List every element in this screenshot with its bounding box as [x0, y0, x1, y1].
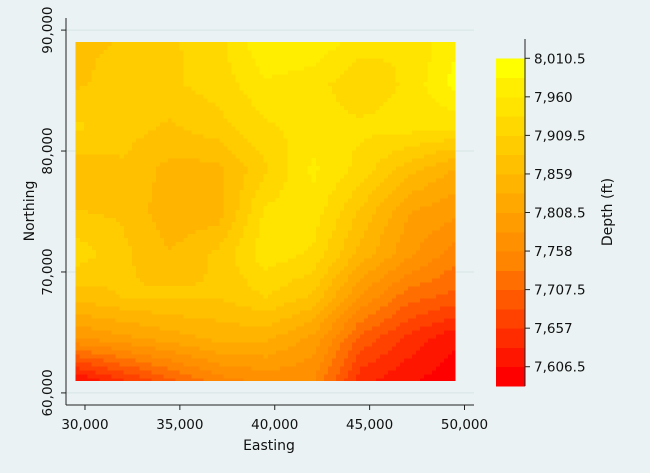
colorbar-tick-label: 7,808.5: [534, 206, 586, 222]
y-tick-label: 70,000: [40, 248, 56, 295]
contour-band-10: [75, 170, 456, 359]
contour-band-17: [447, 62, 456, 91]
colorbar-swatch: [496, 116, 525, 136]
contour-band-15: [227, 42, 456, 271]
contour-band-14: [75, 42, 456, 299]
colorbar-title: Depth (ft): [600, 178, 616, 246]
contour-band-6: [75, 266, 456, 382]
colorbar-tick-label: 7,606.5: [534, 360, 586, 376]
colorbar-swatch: [496, 135, 525, 156]
x-tick-label: 45,000: [346, 417, 393, 433]
contour-band-16: [247, 42, 456, 183]
contour-band-13: [75, 42, 456, 311]
colorbar-tick-label: 7,707.5: [534, 283, 586, 299]
colorbar-swatch: [496, 212, 525, 233]
contour-band-4: [75, 306, 456, 382]
contour-band-5: [75, 290, 456, 382]
x-axis-ticks: 30,000 35,000 40,000 45,000 50,000: [61, 405, 488, 433]
colorbar-swatch: [496, 308, 525, 329]
colorbar: [496, 39, 526, 387]
colorbar-swatch: [496, 328, 525, 348]
contour-band-1: [419, 350, 456, 382]
colorbar-tick-label: 7,960: [534, 90, 573, 106]
colorbar-swatch: [496, 77, 525, 98]
colorbar-ticks: 7,606.5 7,657 7,707.5 7,758 7,808.5 7,859 7,90…: [525, 51, 586, 376]
colorbar-swatch: [496, 193, 525, 213]
colorbar-swatch: [496, 154, 525, 175]
colorbar-swatch: [496, 96, 525, 117]
colorbar-swatch: [496, 58, 525, 79]
y-tick-label: 60,000: [40, 369, 56, 416]
colorbar-swatch: [496, 366, 525, 387]
contour-band-11: [75, 158, 456, 343]
contour-band-9: [75, 194, 456, 371]
colorbar-tick-label: 7,909.5: [534, 128, 586, 144]
contour-band-12: [75, 42, 456, 327]
colorbar-swatch: [496, 289, 525, 310]
colorbar-swatch: [496, 270, 525, 291]
x-tick-label: 40,000: [251, 417, 298, 433]
colorbar-tick-label: 7,657: [534, 321, 573, 337]
y-tick-label: 80,000: [40, 127, 56, 174]
axes: [65, 18, 474, 406]
contour-band-2: [75, 330, 456, 382]
x-axis-title: Easting: [243, 438, 295, 454]
contour-plot-area: [75, 42, 456, 382]
colorbar-tick-label: 8,010.5: [534, 51, 586, 67]
colorbar-swatch: [496, 173, 525, 194]
colorbar-swatch: [496, 231, 525, 252]
x-tick-label: 35,000: [156, 417, 203, 433]
y-axis-title: Northing: [22, 181, 38, 242]
colorbar-tick-label: 7,758: [534, 244, 573, 260]
x-tick-label: 30,000: [61, 417, 108, 433]
colorbar-swatch: [496, 347, 525, 368]
y-tick-label: 90,000: [40, 6, 56, 53]
colorbar-swatch: [496, 251, 525, 271]
y-axis-ticks: 60,000 70,000 80,000 90,000: [40, 6, 66, 417]
colorbar-tick-label: 7,859: [534, 167, 573, 183]
x-tick-label: 50,000: [441, 417, 488, 433]
